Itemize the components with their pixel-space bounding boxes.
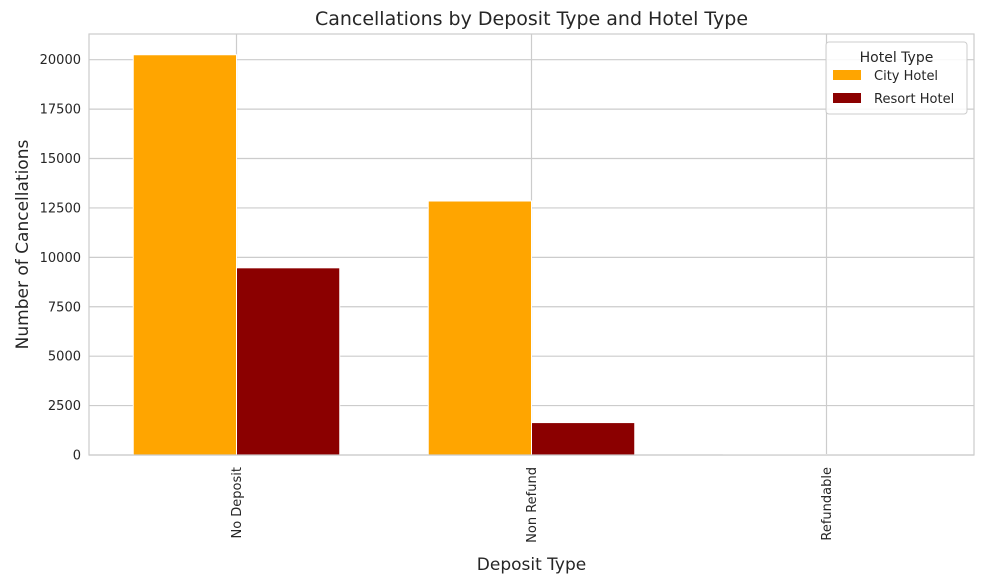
y-tick-labels: 0 2500 5000 7500 10000 12500 15000 17500 20000 [40, 53, 81, 463]
y-axis-title: Number of Cancellations [13, 140, 33, 350]
x-tick-label-refundable: Refundable [820, 467, 835, 541]
x-axis-title: Deposit Type [477, 555, 586, 575]
y-tick-label: 12500 [40, 201, 81, 216]
y-tick-label: 10000 [40, 251, 81, 266]
bar-resort-hotel-no-deposit [237, 268, 340, 455]
x-tick-label-no-deposit: No Deposit [230, 467, 245, 539]
y-tick-label: 15000 [40, 152, 81, 167]
y-tick-label: 20000 [40, 53, 81, 68]
y-tick-label: 17500 [40, 103, 81, 118]
y-tick-label: 0 [73, 449, 81, 464]
legend-swatch-city-hotel [833, 70, 861, 80]
y-tick-label: 5000 [48, 350, 81, 365]
y-tick-label: 7500 [48, 300, 81, 315]
legend-title: Hotel Type [860, 50, 934, 66]
bar-city-hotel-non-refund [428, 201, 531, 455]
x-tick-labels: No Deposit Non Refund Refundable [230, 467, 835, 543]
x-tick-label-non-refund: Non Refund [525, 467, 540, 543]
legend-label-city-hotel: City Hotel [874, 69, 938, 84]
bar-resort-hotel-non-refund [532, 423, 635, 455]
legend: Hotel Type City Hotel Resort Hotel [826, 42, 967, 114]
legend-swatch-resort-hotel [833, 93, 861, 103]
chart-title: Cancellations by Deposit Type and Hotel … [315, 8, 748, 30]
bar-city-hotel-no-deposit [133, 55, 236, 455]
y-tick-label: 2500 [48, 399, 81, 414]
legend-label-resort-hotel: Resort Hotel [874, 92, 954, 107]
